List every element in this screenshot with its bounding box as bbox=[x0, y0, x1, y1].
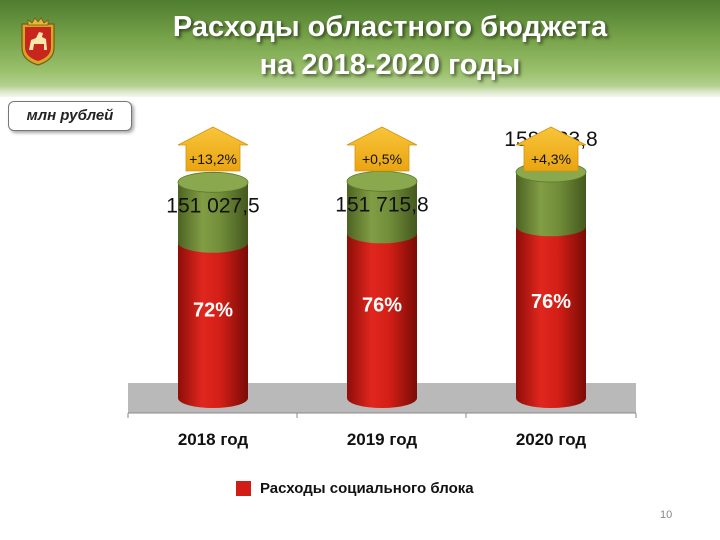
legend-swatch-social bbox=[236, 481, 251, 496]
page-title: Расходы областного бюджета на 2018-2020 … bbox=[90, 8, 690, 84]
value-label-0: 151 027,5 bbox=[166, 194, 259, 217]
bar-social-2 bbox=[516, 226, 586, 408]
growth-arrow-2 bbox=[515, 126, 587, 172]
share-label-2: 76% bbox=[531, 291, 571, 313]
bar-top-cap-0 bbox=[177, 171, 249, 193]
growth-label-1: +0,5% bbox=[362, 151, 402, 167]
growth-label-0: +13,2% bbox=[189, 151, 237, 167]
legend-label-social: Расходы социального блока bbox=[260, 480, 474, 497]
title-line-2: на 2018-2020 годы bbox=[259, 49, 521, 81]
header-fade bbox=[0, 86, 720, 100]
share-label-1: 76% bbox=[362, 295, 402, 317]
x-tick-label-2019: 2019 год bbox=[346, 430, 418, 449]
value-label-1: 151 715,8 bbox=[335, 193, 428, 216]
page-number: 10 bbox=[660, 509, 673, 521]
bar-other-1 bbox=[347, 181, 417, 244]
bar-other-2 bbox=[516, 172, 586, 237]
unit-label: млн рублей bbox=[8, 101, 132, 131]
x-tick-label-2018: 2018 год bbox=[177, 430, 249, 449]
share-label-0: 72% bbox=[193, 299, 233, 321]
header-band bbox=[0, 0, 720, 97]
bar-social-0 bbox=[178, 242, 248, 408]
x-tick-label-2020: 2020 год bbox=[515, 430, 587, 449]
growth-label-2: +4,3% bbox=[531, 151, 571, 167]
title-line-1: Расходы областного бюджета bbox=[172, 11, 608, 43]
bar-other-0 bbox=[178, 182, 248, 253]
growth-arrow-1 bbox=[346, 126, 418, 172]
growth-arrow-0 bbox=[177, 126, 249, 172]
chelyabinsk-emblem-icon bbox=[21, 17, 55, 66]
bar-top-cap-1 bbox=[346, 170, 418, 192]
bar-social-1 bbox=[347, 233, 417, 408]
